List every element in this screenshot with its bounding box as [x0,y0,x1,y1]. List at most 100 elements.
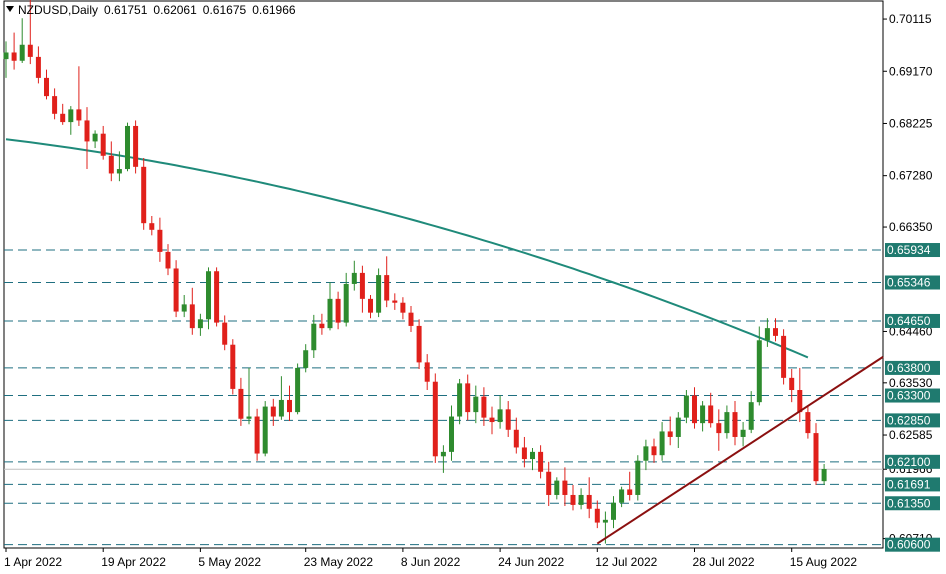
x-tick-label: 24 Jun 2022 [498,555,564,569]
candle-body [100,133,106,156]
candle-body [181,304,187,312]
symbol-label: NZDUSD,Daily [18,3,99,17]
candle-body [538,451,544,472]
candle-body [530,451,535,460]
candle-body [303,350,309,368]
y-tick-label: 0.69170 [889,64,933,78]
candle-body [157,229,163,252]
candle-body [351,272,357,284]
candle-body [683,395,689,418]
candle-body [11,52,17,61]
candle-body [797,390,803,413]
x-tick-label: 8 Jun 2022 [401,555,461,569]
candle-body [27,44,33,57]
y-tick-label: 0.66350 [889,220,933,234]
level-label: 0.64650 [887,314,931,328]
candle-body [740,429,746,437]
level-label: 0.65934 [887,243,931,257]
y-tick-label: 0.70115 [889,12,932,26]
x-tick-label: 19 Apr 2022 [101,555,166,569]
candle-body [627,489,633,495]
dropdown-triangle-icon[interactable] [6,6,14,12]
candle-body [586,494,592,509]
level-label: 0.63800 [887,361,931,375]
candle-body [724,412,730,434]
candle-body [473,396,479,413]
candle-body [546,471,552,495]
candle-body [392,300,398,303]
candle-body [481,396,487,418]
candle-body [700,405,706,424]
candle-body [92,133,98,142]
candle-body [651,446,657,456]
candle-body [368,298,373,313]
level-label-bg [885,388,940,403]
candle-body [35,56,41,78]
candle-body [748,402,754,430]
candle-body [505,409,511,430]
candle-body [773,328,778,336]
level-label-bg [885,537,940,552]
plot-frame [3,0,884,549]
candle-body [400,302,406,313]
candle-body [594,508,600,523]
level-label: 0.61691 [887,477,931,491]
trendline[interactable] [596,356,884,545]
level-label-bg [885,275,940,290]
level-label-bg [885,454,940,469]
candle-body [270,406,276,417]
x-tick-label: 1 Apr 2022 [4,555,62,569]
candle-body [578,494,584,505]
x-tick-label: 23 May 2022 [304,555,374,569]
candle-body [416,325,422,363]
level-label-bg [885,477,940,492]
level-label: 0.62850 [887,413,931,427]
candle-body [222,322,228,345]
candle-body [457,383,463,417]
candle-body [295,367,301,413]
candle-body [262,406,268,454]
candle-body [732,412,738,437]
y-tick-label: 0.67280 [889,169,933,183]
x-tick-label: 28 Jul 2022 [693,555,755,569]
candle-body [675,417,681,437]
candle-body [60,113,66,123]
candle-body [238,388,244,419]
candle-body [343,283,349,323]
x-tick-label: 5 May 2022 [198,555,261,569]
candle-body [173,268,179,312]
candle-body [44,77,49,97]
candle-body [432,381,438,457]
candle-body [335,298,341,323]
candle-body [635,460,641,495]
candle-body [319,323,325,329]
candle-body [197,319,203,329]
candle-body [708,405,714,424]
level-label-bg [885,243,940,258]
level-label: 0.63300 [887,389,931,403]
candle-body [805,412,811,434]
candle-body [278,399,284,417]
y-tick-label: 0.62585 [889,428,933,442]
high-value: 0.62061 [153,3,197,17]
candle-body [206,271,211,320]
candle-body [376,275,382,313]
candle-body [408,312,414,326]
candle-body [562,480,568,495]
candle-body [619,489,625,503]
moving-average-line [5,138,809,359]
candle-body [424,362,430,382]
candle-body [384,275,390,301]
candle-body [287,399,292,413]
x-tick-label: 15 Aug 2022 [790,555,858,569]
candle-body [692,395,697,424]
candle-body [311,323,317,351]
candle-body [76,109,82,121]
candle-body [781,335,787,378]
candle-body [214,271,220,323]
level-label-bg [885,313,940,328]
candle-body [125,125,130,170]
open-value: 0.61751 [104,3,148,17]
low-value: 0.61675 [202,3,247,17]
